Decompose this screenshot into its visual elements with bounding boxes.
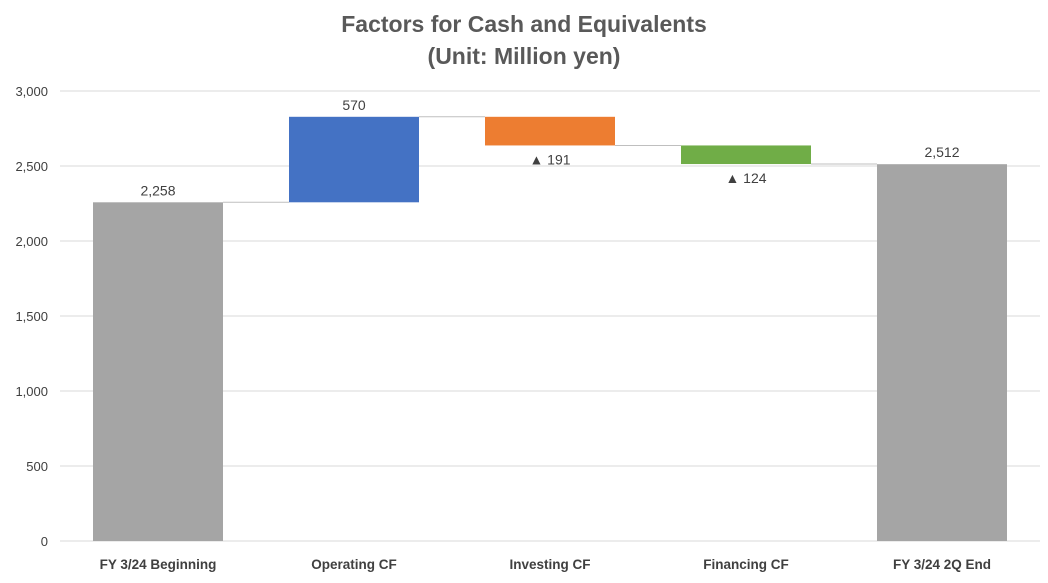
data-label: ▲ 191 xyxy=(529,151,570,167)
x-tick-label: FY 3/24 2Q End xyxy=(893,557,991,572)
y-tick-label: 0 xyxy=(41,534,48,549)
data-label: 2,258 xyxy=(140,182,175,198)
chart-title-block: Factors for Cash and Equivalents (Unit: … xyxy=(0,8,1048,72)
y-tick-label: 2,500 xyxy=(15,159,48,174)
bar-5 xyxy=(877,164,1007,541)
data-label: ▲ 124 xyxy=(725,170,766,186)
chart-subtitle: (Unit: Million yen) xyxy=(427,43,621,69)
x-tick-label: Investing CF xyxy=(509,557,590,572)
y-tick-label: 1,000 xyxy=(15,384,48,399)
chart-title: Factors for Cash and Equivalents xyxy=(341,11,707,37)
x-tick-label: Financing CF xyxy=(703,557,789,572)
bar-1 xyxy=(93,202,223,542)
y-tick-label: 3,000 xyxy=(15,84,48,99)
y-tick-label: 2,000 xyxy=(15,234,48,249)
y-tick-label: 500 xyxy=(26,459,48,474)
x-tick-label: FY 3/24 Beginning xyxy=(100,557,217,572)
data-label: 570 xyxy=(342,97,366,113)
bar-3 xyxy=(485,116,615,146)
y-tick-label: 1,500 xyxy=(15,309,48,324)
bar-4 xyxy=(681,145,811,165)
x-tick-label: Operating CF xyxy=(311,557,397,572)
bar-2 xyxy=(289,116,419,203)
data-label: 2,512 xyxy=(924,144,959,160)
